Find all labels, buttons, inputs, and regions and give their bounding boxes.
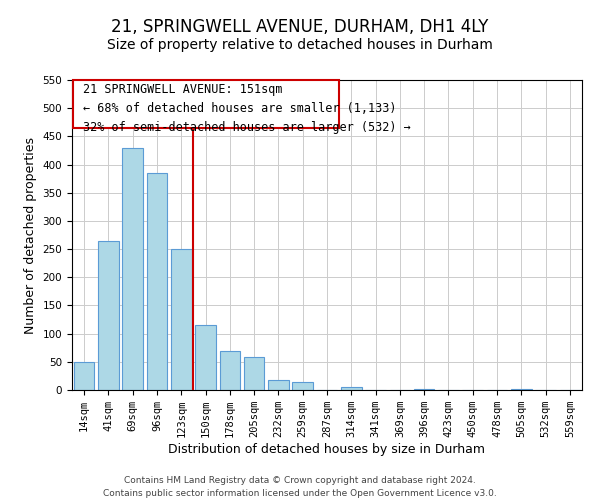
Bar [220,350,240,390]
Bar [414,389,434,390]
Bar [195,325,216,390]
Text: 21 SPRINGWELL AVENUE: 151sqm
← 68% of detached houses are smaller (1,133)
32% of: 21 SPRINGWELL AVENUE: 151sqm ← 68% of de… [83,83,411,134]
X-axis label: Distribution of detached houses by size in Durham: Distribution of detached houses by size … [169,443,485,456]
Bar [146,173,167,390]
Y-axis label: Number of detached properties: Number of detached properties [24,136,37,334]
Bar [171,249,191,390]
Bar [98,240,119,390]
Bar [244,358,265,390]
Bar [268,380,289,390]
Text: 21, SPRINGWELL AVENUE, DURHAM, DH1 4LY: 21, SPRINGWELL AVENUE, DURHAM, DH1 4LY [112,18,488,36]
Text: Size of property relative to detached houses in Durham: Size of property relative to detached ho… [107,38,493,52]
Bar [122,148,143,390]
Bar [292,382,313,390]
Text: Contains HM Land Registry data © Crown copyright and database right 2024.
Contai: Contains HM Land Registry data © Crown c… [103,476,497,498]
Bar [341,386,362,390]
FancyBboxPatch shape [73,80,339,128]
Bar [74,362,94,390]
